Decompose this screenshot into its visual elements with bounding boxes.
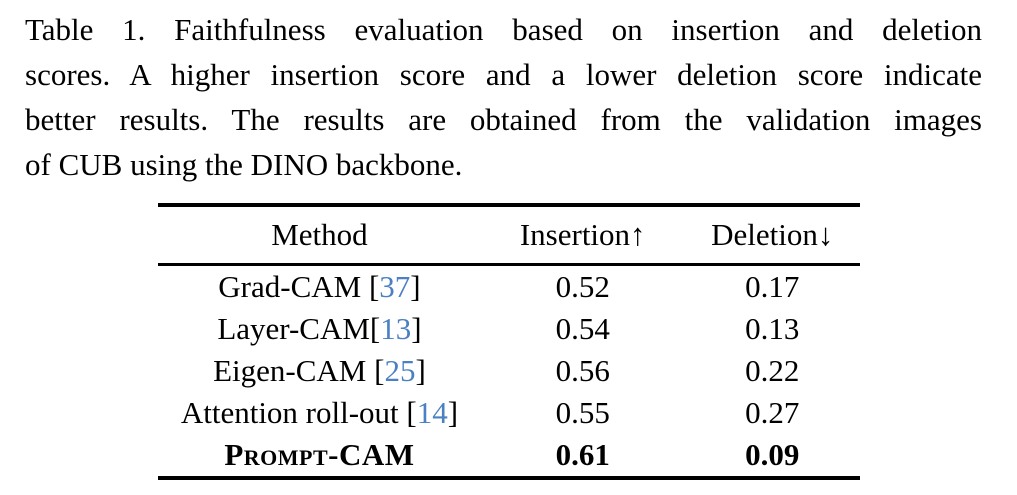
method-cell: Grad-CAM [37] <box>158 265 481 309</box>
bracket: [ <box>406 395 417 430</box>
table-row: Attention roll-out [14] 0.55 0.27 <box>158 392 860 434</box>
citation-link[interactable]: 25 <box>384 353 416 388</box>
deletion-value: 0.27 <box>745 395 800 430</box>
method-name: Eigen-CAM <box>213 353 375 388</box>
caption-line: Table 1. Faithfulness evaluation based o… <box>25 12 982 47</box>
method-cell: Attention roll-out [14] <box>158 392 481 434</box>
table-row: Layer-CAM[13] 0.54 0.13 <box>158 308 860 350</box>
citation-link[interactable]: 13 <box>380 311 412 346</box>
bracket: ] <box>415 353 426 388</box>
caption-line: of CUB using the DINO backbone. <box>25 147 463 182</box>
bracket: [ <box>369 311 381 346</box>
table-caption: Table 1. Faithfulness evaluation based o… <box>25 7 982 187</box>
method-cell: Layer-CAM[13] <box>158 308 481 350</box>
bracket: ] <box>411 311 422 346</box>
caption-line: better results. The results are obtained… <box>25 102 982 137</box>
table-row: Grad-CAM [37] 0.52 0.17 <box>158 265 860 309</box>
caption-line: scores. A higher insertion score and a l… <box>25 57 982 92</box>
table-row: Eigen-CAM [25] 0.56 0.22 <box>158 350 860 392</box>
bracket: [ <box>374 353 385 388</box>
citation-link[interactable]: 37 <box>379 269 411 304</box>
insertion-value: 0.52 <box>555 269 610 304</box>
col-header-method: Method <box>158 205 481 266</box>
insertion-value: 0.55 <box>555 395 610 430</box>
bracket: [ <box>368 269 380 304</box>
method-name: Prompt-CAM <box>224 437 415 472</box>
method-name: Grad-CAM <box>218 269 369 304</box>
col-header-insertion: Insertion↑ <box>480 205 685 266</box>
citation-link[interactable]: 14 <box>416 395 448 430</box>
bracket: ] <box>410 269 421 304</box>
insertion-value: 0.56 <box>555 353 610 388</box>
method-cell: Eigen-CAM [25] <box>158 350 481 392</box>
bracket: ] <box>447 395 459 430</box>
col-header-deletion: Deletion↓ <box>684 205 860 266</box>
faithfulness-table: Method Insertion↑ Deletion↓ Grad-CAM [37… <box>158 203 860 480</box>
insertion-value: 0.61 <box>555 437 610 472</box>
method-name: Attention roll-out <box>180 395 407 430</box>
deletion-value: 0.13 <box>745 311 800 346</box>
header-row: Method Insertion↑ Deletion↓ <box>158 205 860 266</box>
deletion-value: 0.09 <box>745 437 800 472</box>
method-name: Layer-CAM <box>217 311 370 346</box>
deletion-value: 0.17 <box>745 269 800 304</box>
deletion-value: 0.22 <box>745 353 800 388</box>
method-cell: Prompt-CAM <box>158 434 481 478</box>
insertion-value: 0.54 <box>555 311 610 346</box>
results-table: Method Insertion↑ Deletion↓ Grad-CAM [37… <box>158 203 860 480</box>
table-row-prompt-cam: Prompt-CAM 0.61 0.09 <box>158 434 860 478</box>
